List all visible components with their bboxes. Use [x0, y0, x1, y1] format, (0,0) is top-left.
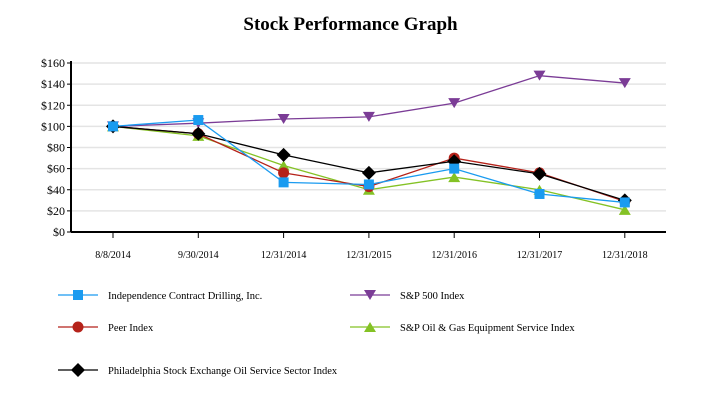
data-point [618, 204, 631, 215]
x-tick-label: 12/31/2015 [346, 250, 392, 261]
chart-title: Stock Performance Graph [243, 14, 458, 35]
y-tick-label: $80 [47, 141, 65, 155]
legend-marker [364, 290, 376, 300]
data-point [448, 172, 461, 183]
data-point [362, 111, 375, 122]
data-point [278, 167, 290, 179]
data-point [534, 188, 545, 199]
data-point [277, 113, 290, 124]
data-point [361, 165, 376, 180]
data-point [618, 78, 631, 89]
y-tick-label: $160 [41, 56, 65, 70]
legend-label: S&P 500 Index [400, 291, 465, 302]
x-tick-label: 9/30/2014 [178, 250, 219, 261]
data-point [449, 163, 460, 174]
y-tick-label: $0 [53, 225, 65, 239]
x-tick-label: 12/31/2017 [517, 250, 563, 261]
legend-marker [72, 321, 84, 333]
legend-marker [71, 363, 85, 377]
y-tick-label: $40 [47, 183, 65, 197]
y-tick-label: $140 [41, 77, 65, 91]
data-point [277, 160, 290, 171]
legend-label: Independence Contract Drilling, Inc. [108, 291, 262, 302]
y-tick-label: $100 [41, 119, 65, 133]
data-point [532, 166, 547, 181]
legend-label: S&P Oil & Gas Equipment Service Index [400, 323, 575, 334]
legend-label: Peer Index [108, 323, 154, 334]
y-tick-label: $120 [41, 98, 65, 112]
data-point [533, 70, 546, 81]
legend-marker [364, 322, 376, 332]
data-point [363, 179, 374, 190]
data-point [619, 197, 630, 208]
x-tick-label: 12/31/2014 [261, 250, 307, 261]
y-tick-label: $20 [47, 204, 65, 218]
data-point [108, 121, 118, 132]
legend-marker [73, 290, 83, 300]
legend-label: Philadelphia Stock Exchange Oil Service … [108, 366, 338, 377]
x-tick-label: 8/8/2014 [95, 250, 131, 261]
x-tick-label: 12/31/2018 [602, 250, 648, 261]
data-point [191, 126, 206, 141]
data-point [276, 147, 291, 162]
y-tick-label: $60 [47, 162, 65, 176]
data-point [193, 115, 204, 126]
data-point [278, 177, 289, 188]
data-point [448, 98, 461, 109]
x-tick-label: 12/31/2016 [431, 250, 477, 261]
